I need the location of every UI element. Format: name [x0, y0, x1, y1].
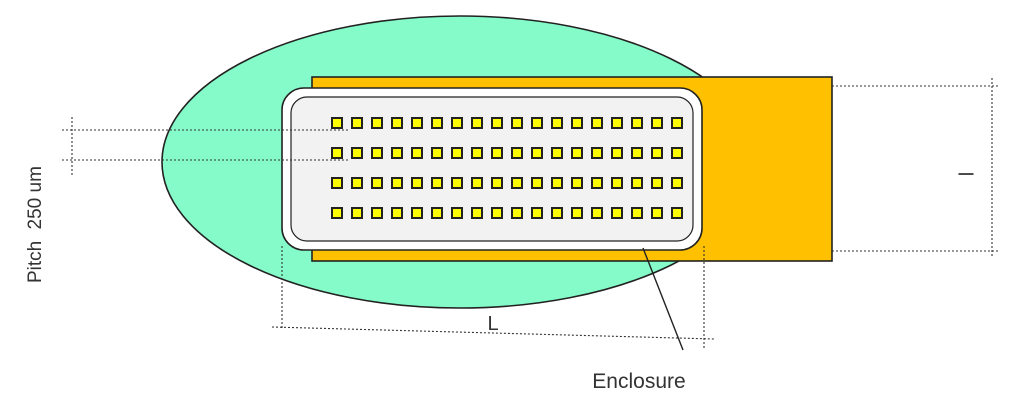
pitch-dimension	[62, 117, 348, 176]
electrode	[671, 117, 683, 129]
electrode	[411, 207, 423, 219]
electrode	[571, 117, 583, 129]
electrode	[531, 147, 543, 159]
electrode	[451, 147, 463, 159]
electrode	[631, 117, 643, 129]
electrode	[371, 117, 383, 129]
electrode	[411, 177, 423, 189]
electrode	[571, 177, 583, 189]
electrode	[471, 117, 483, 129]
enclosure-box	[281, 87, 703, 251]
width-dimension	[832, 78, 998, 258]
electrode	[511, 117, 523, 129]
electrode	[671, 207, 683, 219]
electrode	[651, 117, 663, 129]
electrode	[471, 147, 483, 159]
electrode	[411, 117, 423, 129]
length-dimension	[271, 246, 715, 348]
electrode	[551, 147, 563, 159]
electrode	[351, 147, 363, 159]
electrode	[431, 117, 443, 129]
electrode	[611, 117, 623, 129]
electrode	[631, 177, 643, 189]
length-label: L	[487, 313, 498, 335]
electrode	[371, 177, 383, 189]
electrode	[531, 117, 543, 129]
electrode	[451, 177, 463, 189]
pitch-word: Pitch	[25, 241, 46, 283]
electrode	[531, 207, 543, 219]
electrode	[651, 177, 663, 189]
electrode	[511, 147, 523, 159]
electrode	[351, 207, 363, 219]
electrode	[611, 147, 623, 159]
enclosure-inner	[290, 96, 694, 242]
electrode	[411, 147, 423, 159]
electrode	[391, 147, 403, 159]
electrode	[431, 147, 443, 159]
electrode	[371, 207, 383, 219]
electrode	[591, 147, 603, 159]
electrode	[511, 177, 523, 189]
electrode	[371, 147, 383, 159]
electrode	[431, 177, 443, 189]
electrode	[551, 117, 563, 129]
electrode	[451, 207, 463, 219]
electrode	[351, 117, 363, 129]
electrode	[651, 147, 663, 159]
electrode	[491, 117, 503, 129]
electrode	[551, 177, 563, 189]
electrode	[551, 207, 563, 219]
electrode	[651, 207, 663, 219]
electrode	[511, 207, 523, 219]
electrode	[451, 117, 463, 129]
electrode	[331, 177, 343, 189]
electrode	[351, 177, 363, 189]
electrode	[671, 147, 683, 159]
electrode	[471, 177, 483, 189]
pitch-label: Pitch 250 um	[25, 166, 46, 283]
electrode	[471, 207, 483, 219]
electrode	[671, 177, 683, 189]
electrode	[531, 177, 543, 189]
enclosure-label: Enclosure	[592, 370, 685, 393]
electrode	[491, 147, 503, 159]
electrode	[331, 147, 343, 159]
electrode	[391, 117, 403, 129]
electrode	[571, 207, 583, 219]
electrode	[331, 207, 343, 219]
electrode-grid	[331, 117, 683, 219]
pitch-value: 250 um	[25, 166, 46, 229]
electrode	[331, 117, 343, 129]
electrode	[591, 117, 603, 129]
electrode	[591, 177, 603, 189]
electrode	[391, 207, 403, 219]
electrode	[631, 207, 643, 219]
width-label: l	[956, 172, 978, 176]
electrode	[431, 207, 443, 219]
electrode	[631, 147, 643, 159]
electrode	[491, 177, 503, 189]
electrode	[591, 207, 603, 219]
electrode	[491, 207, 503, 219]
electrode	[611, 207, 623, 219]
electrode	[391, 177, 403, 189]
electrode	[571, 147, 583, 159]
length-tick	[271, 326, 715, 340]
electrode	[611, 177, 623, 189]
enclosure-leader-line	[642, 247, 684, 351]
